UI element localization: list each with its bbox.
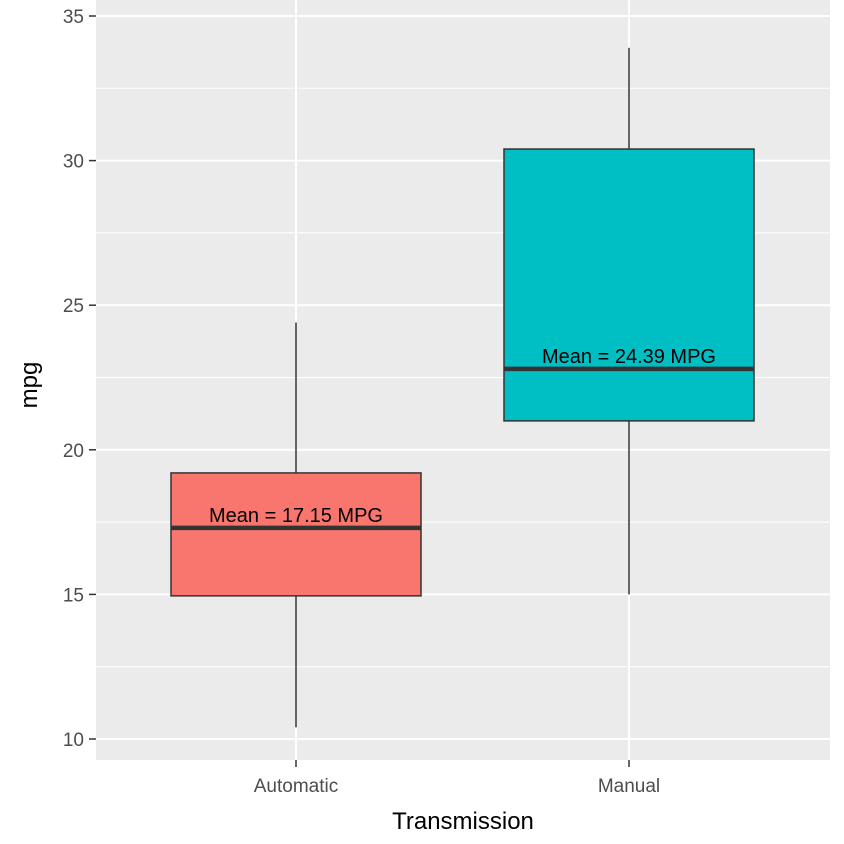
y-tick-label: 15	[63, 585, 84, 606]
mean-annotation: Mean = 17.15 MPG	[209, 505, 383, 527]
box-body	[170, 472, 422, 597]
y-axis-title: mpg	[16, 362, 43, 409]
x-axis-title: Transmission	[392, 808, 534, 835]
y-tick-label: 30	[63, 152, 84, 173]
x-tick-label: Manual	[598, 776, 660, 797]
y-tick-label: 10	[63, 730, 84, 751]
boxes: Mean = 17.15 MPG Mean = 24.39 MPG	[170, 47, 755, 728]
x-tick-label: Automatic	[254, 776, 338, 797]
y-tick-label: 20	[63, 441, 84, 462]
box-body	[503, 148, 755, 422]
box-automatic: Mean = 17.15 MPG	[170, 322, 422, 728]
mean-annotation: Mean = 24.39 MPG	[542, 346, 716, 368]
y-axis: 10 15 20 25 30 35	[63, 7, 96, 751]
x-axis: Automatic Manual	[254, 760, 660, 797]
y-tick-label: 25	[63, 296, 84, 317]
y-tick-label: 35	[63, 7, 84, 28]
box-manual: Mean = 24.39 MPG	[503, 47, 755, 595]
